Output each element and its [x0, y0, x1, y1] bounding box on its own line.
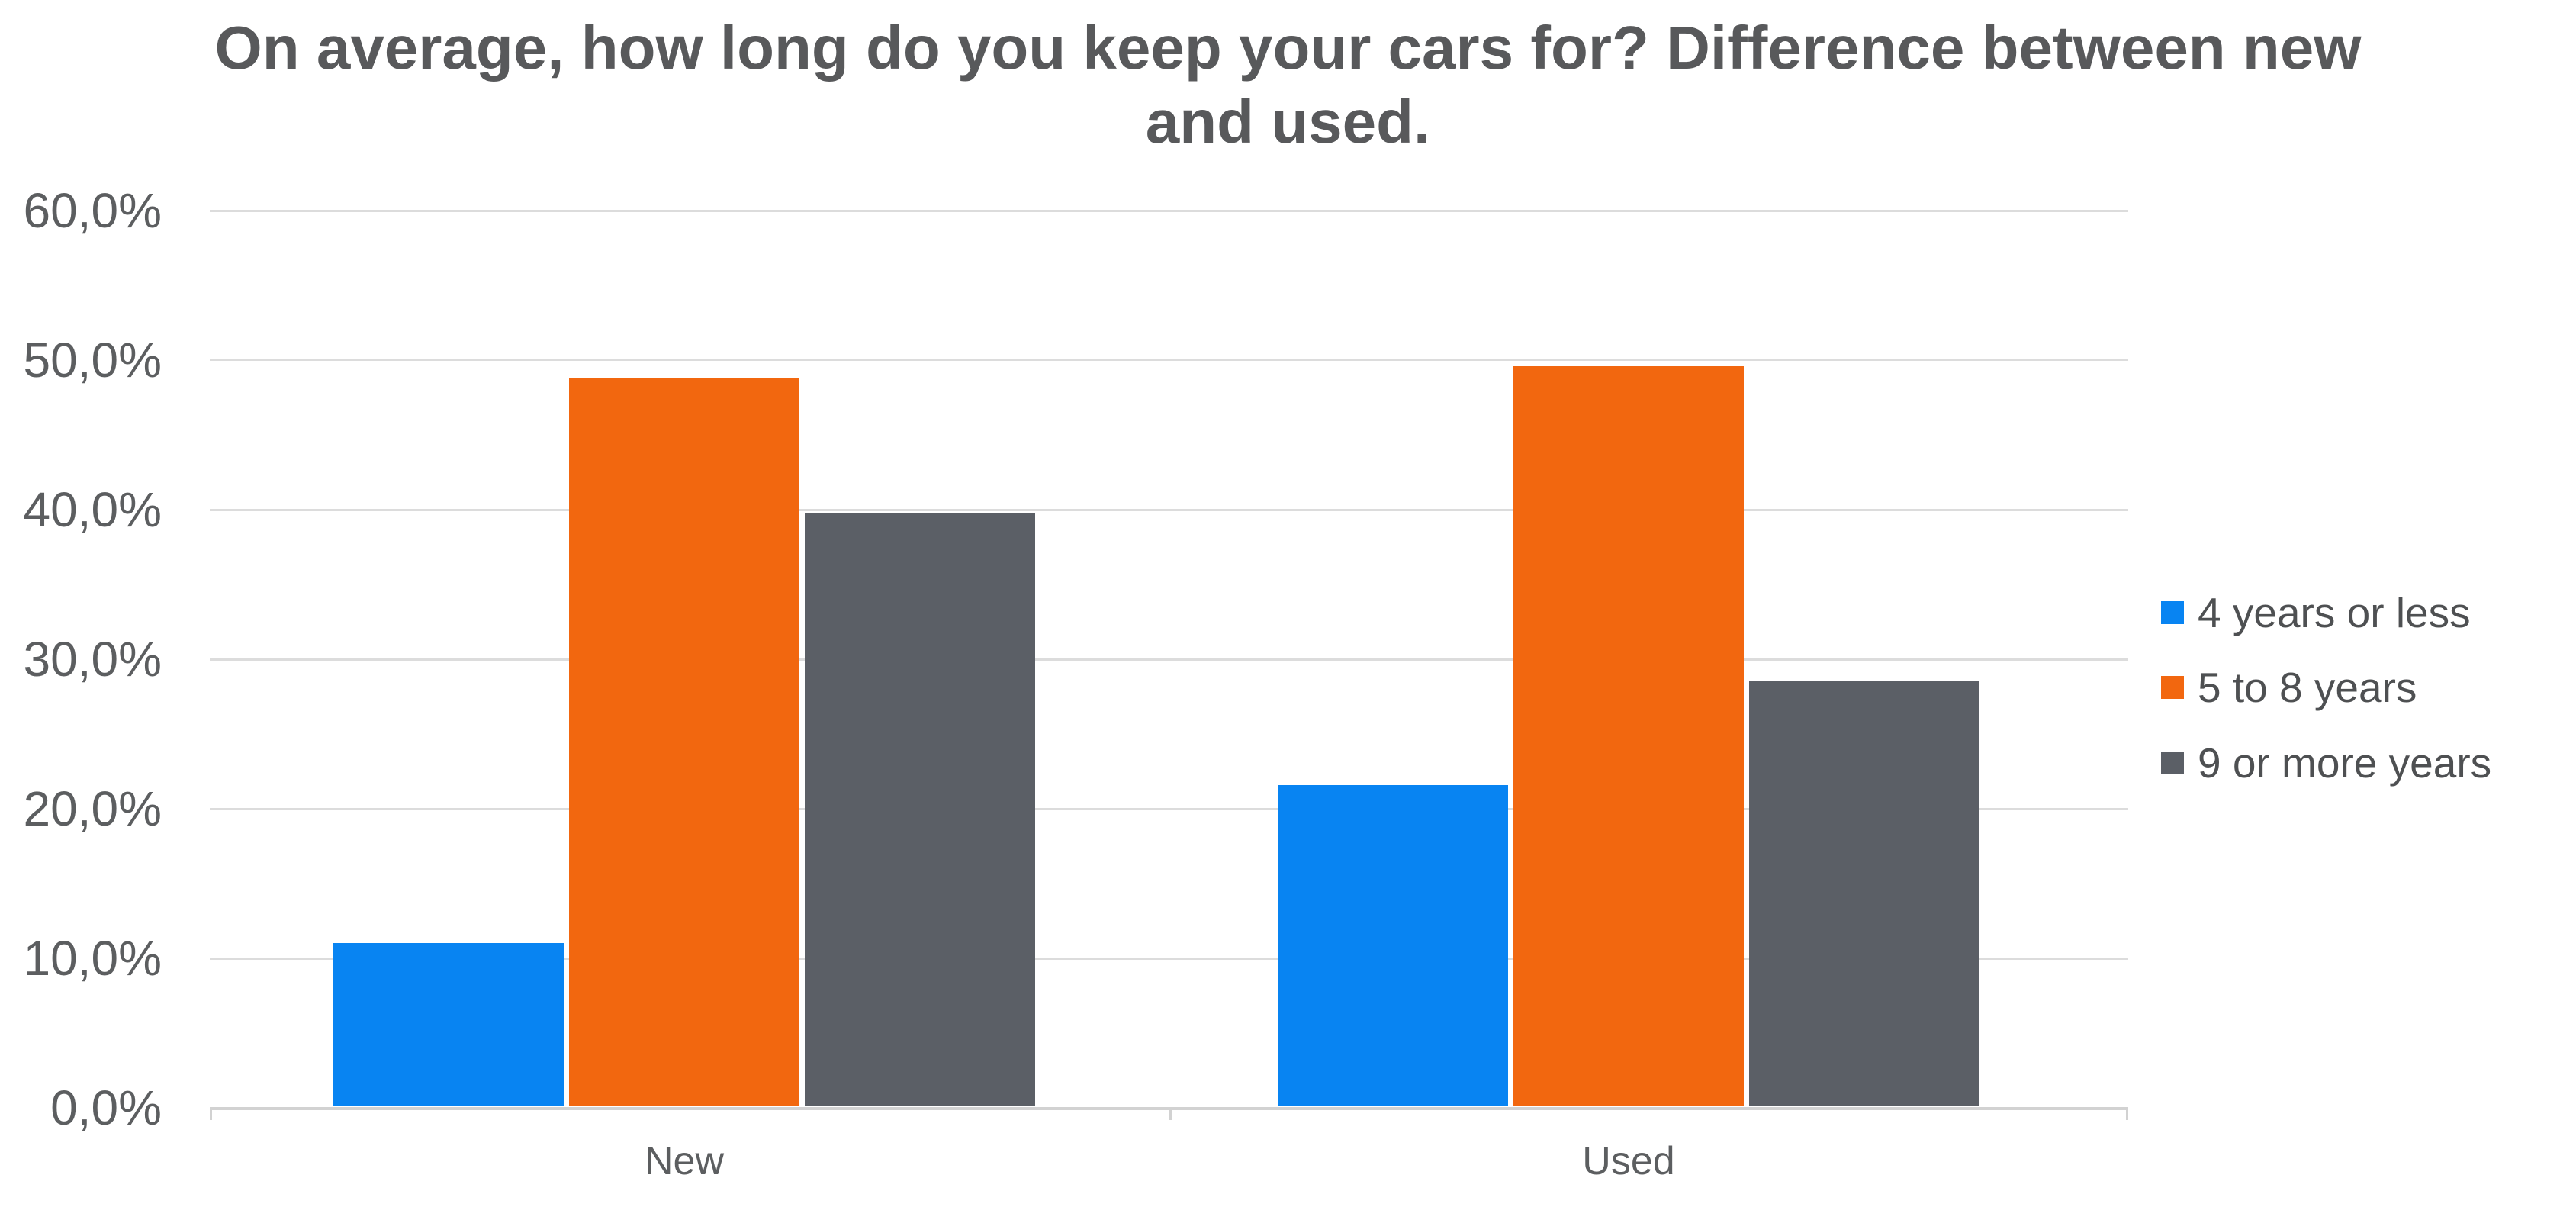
- y-axis-tick-label-40: 40,0%: [23, 482, 162, 537]
- legend-label: 5 to 8 years: [2198, 663, 2417, 711]
- y-axis-tick-label-30: 30,0%: [23, 632, 162, 687]
- legend-item-0: 4 years or less: [2161, 575, 2471, 650]
- axis-end-tick-2: [2126, 1108, 2128, 1120]
- axis-end-tick-1: [1169, 1108, 1172, 1120]
- bar-used-series-2: [1749, 681, 1979, 1106]
- bar-used-series-1: [1513, 366, 1744, 1106]
- gridline-20: [210, 808, 2128, 810]
- chart-title: On average, how long do you keep your ca…: [0, 11, 2576, 159]
- chart-title-line-1: On average, how long do you keep your ca…: [214, 14, 2362, 82]
- y-axis-tick-label-10: 10,0%: [23, 931, 162, 986]
- bar-used-series-0: [1278, 785, 1508, 1106]
- y-axis-tick-label-20: 20,0%: [23, 781, 162, 836]
- legend-label: 4 years or less: [2198, 588, 2471, 636]
- bar-new-series-0: [333, 943, 564, 1106]
- gridline-10: [210, 958, 2128, 960]
- legend-swatch-icon: [2161, 752, 2184, 774]
- chart-title-line-2: and used.: [1145, 88, 1431, 156]
- gridline-40: [210, 509, 2128, 511]
- gridline-60: [210, 210, 2128, 212]
- gridline-50: [210, 359, 2128, 361]
- legend-swatch-icon: [2161, 601, 2184, 624]
- y-axis-tick-label-60: 60,0%: [23, 183, 162, 238]
- legend-label: 9 or more years: [2198, 739, 2492, 787]
- y-axis-tick-label-0: 0,0%: [50, 1080, 162, 1135]
- bar-new-series-2: [805, 513, 1035, 1106]
- x-axis-label-new: New: [644, 1139, 725, 1183]
- legend-swatch-icon: [2161, 676, 2184, 699]
- bar-new-series-1: [569, 378, 799, 1106]
- x-axis-line: [210, 1107, 2128, 1110]
- legend-item-2: 9 or more years: [2161, 726, 2491, 800]
- y-axis-tick-label-50: 50,0%: [23, 333, 162, 388]
- axis-end-tick-0: [210, 1108, 212, 1120]
- gridline-30: [210, 658, 2128, 661]
- legend-item-1: 5 to 8 years: [2161, 650, 2417, 725]
- x-axis-label-used: Used: [1582, 1139, 1675, 1183]
